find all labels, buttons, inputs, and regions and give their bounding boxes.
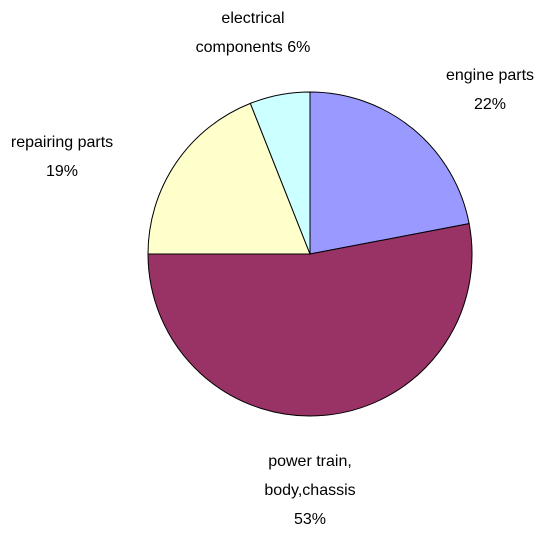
slice-label: electrical components 6% — [193, 4, 313, 62]
pie-slice — [147, 102, 311, 255]
pie-slice — [249, 91, 311, 255]
value-label: 22% — [473, 96, 507, 113]
slice-label: power train, body,chassis 53% — [245, 447, 375, 534]
category-name: repairing parts — [10, 134, 114, 151]
pie-slice — [147, 223, 473, 417]
category-name: electrical components — [195, 10, 285, 56]
slice-label: engine parts 22% — [425, 61, 550, 119]
category-name: power train, body,chassis — [264, 453, 356, 499]
pie-slice — [309, 91, 470, 255]
value-label: 53% — [293, 511, 327, 528]
value-label: 6% — [287, 39, 311, 56]
value-label: 19% — [45, 163, 79, 180]
category-name: engine parts — [445, 67, 535, 84]
slice-label: repairing parts 19% — [0, 128, 127, 186]
